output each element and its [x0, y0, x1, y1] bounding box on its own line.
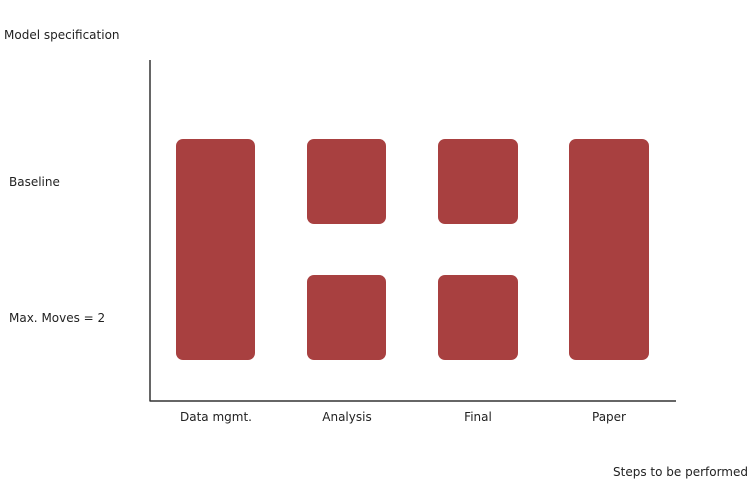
column-label-final: Final — [464, 410, 492, 424]
row-label-max-moves: Max. Moves = 2 — [9, 311, 106, 325]
column-label-data-mgmt: Data mgmt. — [180, 410, 252, 424]
box-analysis-baseline — [307, 139, 386, 224]
box-data-mgmt-merged — [176, 139, 255, 360]
box-final-baseline — [438, 139, 518, 224]
y-axis-title: Model specification — [4, 28, 120, 42]
column-label-paper: Paper — [592, 410, 626, 424]
column-label-analysis: Analysis — [322, 410, 372, 424]
box-final-max-moves — [438, 275, 518, 360]
x-axis-title: Steps to be performed — [613, 465, 748, 479]
box-analysis-max-moves — [307, 275, 386, 360]
box-paper-merged — [569, 139, 649, 360]
row-label-baseline: Baseline — [9, 175, 60, 189]
